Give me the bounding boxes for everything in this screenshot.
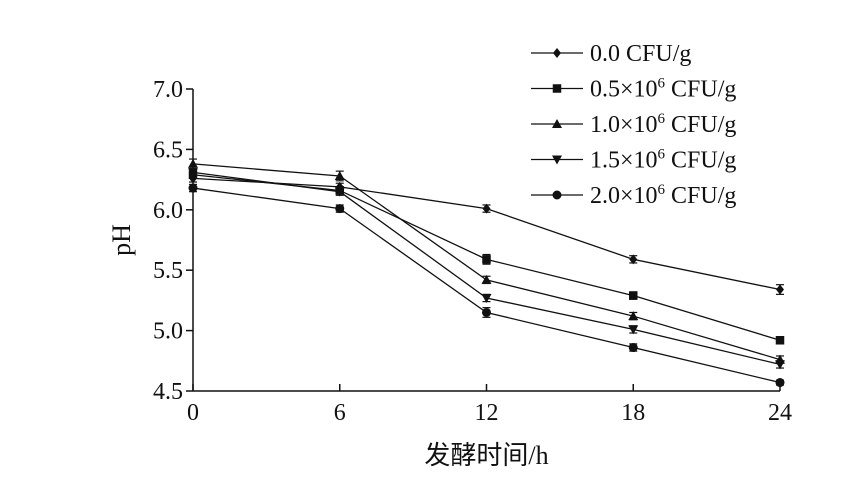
- legend-item: 0.5×106 CFU/g: [531, 76, 736, 103]
- legend-label-unit: CFU/g: [665, 183, 736, 209]
- legend-label: 2.0×106 CFU/g: [590, 182, 736, 209]
- legend-item: 1.5×106 CFU/g: [531, 147, 736, 174]
- data-point: [482, 307, 491, 317]
- data-point: [188, 183, 198, 193]
- data-point: [776, 284, 784, 295]
- data-point: [775, 378, 785, 388]
- data-point: [334, 170, 345, 180]
- y-tick-label: 6.0: [153, 198, 183, 224]
- legend-label-exponent: 6: [658, 111, 666, 127]
- data-point: [334, 187, 345, 197]
- x-tick-label: 0: [187, 400, 199, 426]
- legend-label-unit: CFU/g: [665, 77, 736, 103]
- data-point: [481, 274, 492, 284]
- data-point: [482, 203, 491, 214]
- series-line: [192, 187, 781, 384]
- x-tick-label: 18: [621, 400, 645, 426]
- y-tick-label: 7.0: [153, 77, 183, 103]
- legend-label: 1.0×106 CFU/g: [590, 111, 736, 138]
- x-tick-label: 24: [768, 400, 792, 426]
- data-point: [775, 360, 785, 370]
- y-axis-label: pH: [107, 224, 136, 256]
- data-point: [335, 204, 345, 214]
- data-point: [481, 293, 492, 303]
- legend-label-base: 0.5×10: [590, 77, 658, 103]
- x-tick-label: 6: [334, 400, 346, 426]
- legend-label-exponent: 6: [658, 76, 666, 92]
- legend-marker: [552, 119, 562, 128]
- legend-item: 1.0×106 CFU/g: [531, 111, 736, 138]
- legend-label: 1.5×106 CFU/g: [590, 147, 736, 174]
- legend-item: 0.0 CFU/g: [531, 41, 691, 67]
- legend-marker: [552, 190, 562, 200]
- data-point: [482, 255, 491, 264]
- y-tick-label: 4.5: [153, 379, 183, 405]
- x-axis-label: 发酵时间/h: [424, 441, 548, 470]
- y-tick-label: 5.5: [153, 258, 183, 284]
- legend-label-exponent: 6: [658, 182, 666, 198]
- legend-item: 2.0×106 CFU/g: [531, 182, 736, 209]
- legend-label: 0.5×106 CFU/g: [590, 76, 736, 103]
- x-tick-label: 12: [475, 400, 499, 426]
- legend-marker: [552, 155, 562, 165]
- legend-label-base: 1.0×10: [590, 112, 658, 138]
- series-markers: [188, 158, 785, 388]
- data-point: [188, 158, 198, 168]
- legend: 0.0 CFU/g0.5×106 CFU/g1.0×106 CFU/g1.5×1…: [531, 41, 736, 209]
- legend-label-base: 1.5×10: [590, 148, 658, 174]
- legend-marker: [553, 48, 561, 58]
- legend-label-base: 2.0×10: [590, 183, 658, 209]
- data-point: [628, 311, 639, 321]
- data-point: [628, 325, 639, 335]
- x-ticks: 0 6 12 18 24: [187, 384, 792, 426]
- data-point: [188, 168, 198, 178]
- y-tick-label: 6.5: [153, 137, 183, 163]
- y-tick-label: 5.0: [153, 319, 183, 345]
- data-point: [629, 254, 638, 265]
- legend-label-base: 0.0 CFU/g: [590, 41, 691, 67]
- legend-label-exponent: 6: [658, 147, 666, 163]
- data-point: [629, 291, 638, 300]
- data-point: [775, 336, 785, 345]
- legend-marker: [552, 84, 562, 93]
- legend-label-unit: CFU/g: [665, 148, 736, 174]
- y-ticks: 4.5 5.0 5.5 6.0 6.5 7.0: [153, 77, 193, 405]
- legend-label: 0.0 CFU/g: [590, 41, 691, 67]
- data-point: [628, 343, 638, 353]
- legend-label-unit: CFU/g: [665, 112, 736, 138]
